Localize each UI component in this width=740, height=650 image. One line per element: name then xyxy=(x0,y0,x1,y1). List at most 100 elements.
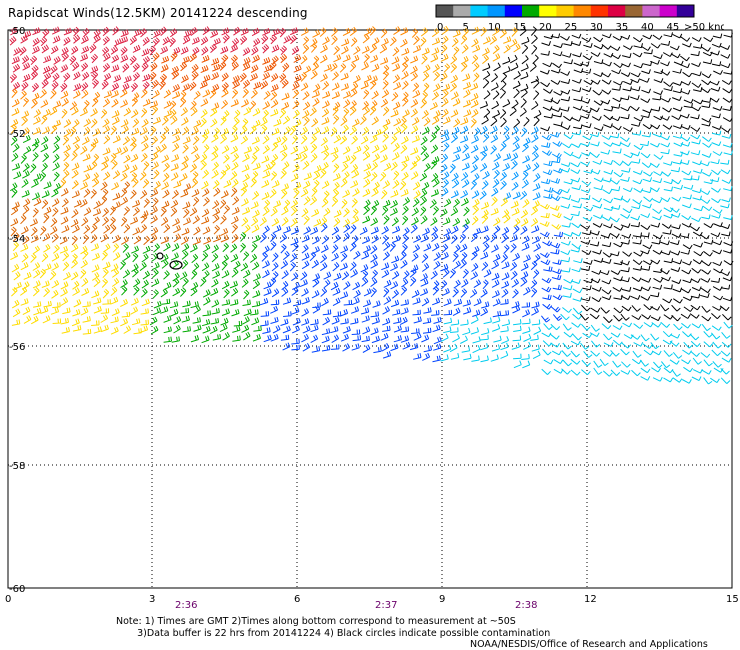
wind-barb xyxy=(652,34,663,40)
wind-barb xyxy=(650,316,661,322)
wind-barb xyxy=(330,146,339,155)
wind-barb xyxy=(673,60,684,66)
wind-barb xyxy=(61,326,70,334)
wind-barb xyxy=(421,109,429,120)
wind-barb xyxy=(381,262,390,271)
wind-barb xyxy=(21,110,30,119)
wind-barb xyxy=(111,308,120,317)
wind-barb xyxy=(143,161,150,171)
wind-barb xyxy=(332,311,342,318)
wind-barb xyxy=(200,98,209,107)
wind-barb xyxy=(270,232,277,242)
wind-barb xyxy=(553,121,563,127)
wind-barb xyxy=(139,261,147,271)
wind-barb xyxy=(421,126,430,135)
wind-barb xyxy=(170,172,179,181)
wind-barb xyxy=(149,100,158,109)
wind-barb xyxy=(722,88,733,94)
wind-barb xyxy=(412,244,421,254)
wind-barb xyxy=(322,316,331,326)
wind-barb xyxy=(342,54,351,63)
wind-barb xyxy=(343,207,350,218)
wind-barb xyxy=(283,126,291,136)
wind-barb xyxy=(41,252,49,263)
wind-barb xyxy=(349,26,357,36)
wind-barb xyxy=(553,358,564,365)
wind-barb xyxy=(661,250,671,256)
wind-barb xyxy=(362,188,371,197)
wind-barb xyxy=(382,180,391,189)
wind-barb xyxy=(91,97,99,107)
wind-barb xyxy=(411,28,419,38)
wind-barb xyxy=(520,98,527,108)
wind-barb xyxy=(471,262,479,272)
wind-barb xyxy=(511,181,519,191)
wind-barb xyxy=(480,307,489,317)
wind-barb xyxy=(541,41,551,46)
wind-barb xyxy=(603,223,613,229)
wind-barb xyxy=(401,135,409,145)
wind-barb xyxy=(332,106,339,116)
wind-barb xyxy=(620,239,630,245)
wind-barb xyxy=(571,116,582,122)
wind-barb xyxy=(243,146,252,154)
wind-barb xyxy=(463,206,470,217)
wind-barb xyxy=(450,91,459,100)
wind-barb xyxy=(122,63,130,73)
wind-barb xyxy=(373,346,382,354)
wind-barb xyxy=(610,350,620,357)
wind-barb xyxy=(542,240,553,247)
wind-barb xyxy=(481,214,489,224)
wind-barb xyxy=(723,150,733,156)
wind-barb xyxy=(250,64,259,73)
wind-barb xyxy=(400,335,410,343)
wind-barb xyxy=(663,86,673,92)
wind-barb xyxy=(31,179,39,188)
wind-barb xyxy=(703,331,713,338)
wind-barb xyxy=(431,47,440,56)
wind-barb xyxy=(442,268,450,278)
wind-barb xyxy=(119,36,129,44)
wind-barb xyxy=(721,79,732,85)
wind-barb xyxy=(192,196,200,207)
wind-barb xyxy=(131,318,141,326)
wind-barb xyxy=(453,146,462,154)
wind-barb xyxy=(653,277,664,283)
wind-barb xyxy=(12,63,21,73)
time-label: 2:37 xyxy=(375,600,397,611)
colorbar-label: 25 xyxy=(565,22,578,33)
wind-barb xyxy=(192,215,200,225)
wind-barb xyxy=(671,315,681,322)
wind-barb xyxy=(452,198,460,208)
wind-barb xyxy=(22,127,30,137)
wind-barb xyxy=(581,304,591,312)
wind-barb xyxy=(331,152,339,163)
wind-barb xyxy=(512,335,522,342)
wind-barb xyxy=(232,196,240,206)
wind-barb xyxy=(51,81,59,91)
wind-barb xyxy=(692,357,702,365)
wind-barb xyxy=(452,252,459,263)
wind-barb xyxy=(200,109,208,119)
wind-barb xyxy=(331,35,338,46)
wind-barb xyxy=(600,99,611,105)
wind-barb xyxy=(269,160,276,170)
wind-barb xyxy=(500,117,507,128)
wind-barb xyxy=(621,62,631,68)
wind-barb xyxy=(400,117,407,127)
wind-barb xyxy=(340,291,349,299)
wind-barb xyxy=(222,154,230,164)
wind-barb xyxy=(152,197,159,208)
wind-barb xyxy=(252,234,261,243)
wind-barb xyxy=(662,330,673,338)
wind-barb xyxy=(153,300,162,309)
wind-barb xyxy=(540,259,551,266)
wind-barb xyxy=(381,342,390,352)
wind-barb xyxy=(470,180,477,190)
wind-barb xyxy=(581,180,592,187)
wind-barb xyxy=(43,263,52,272)
wind-barb xyxy=(661,171,672,177)
wind-barb xyxy=(713,295,724,301)
wind-barb xyxy=(269,188,277,199)
wind-barb xyxy=(659,269,670,275)
